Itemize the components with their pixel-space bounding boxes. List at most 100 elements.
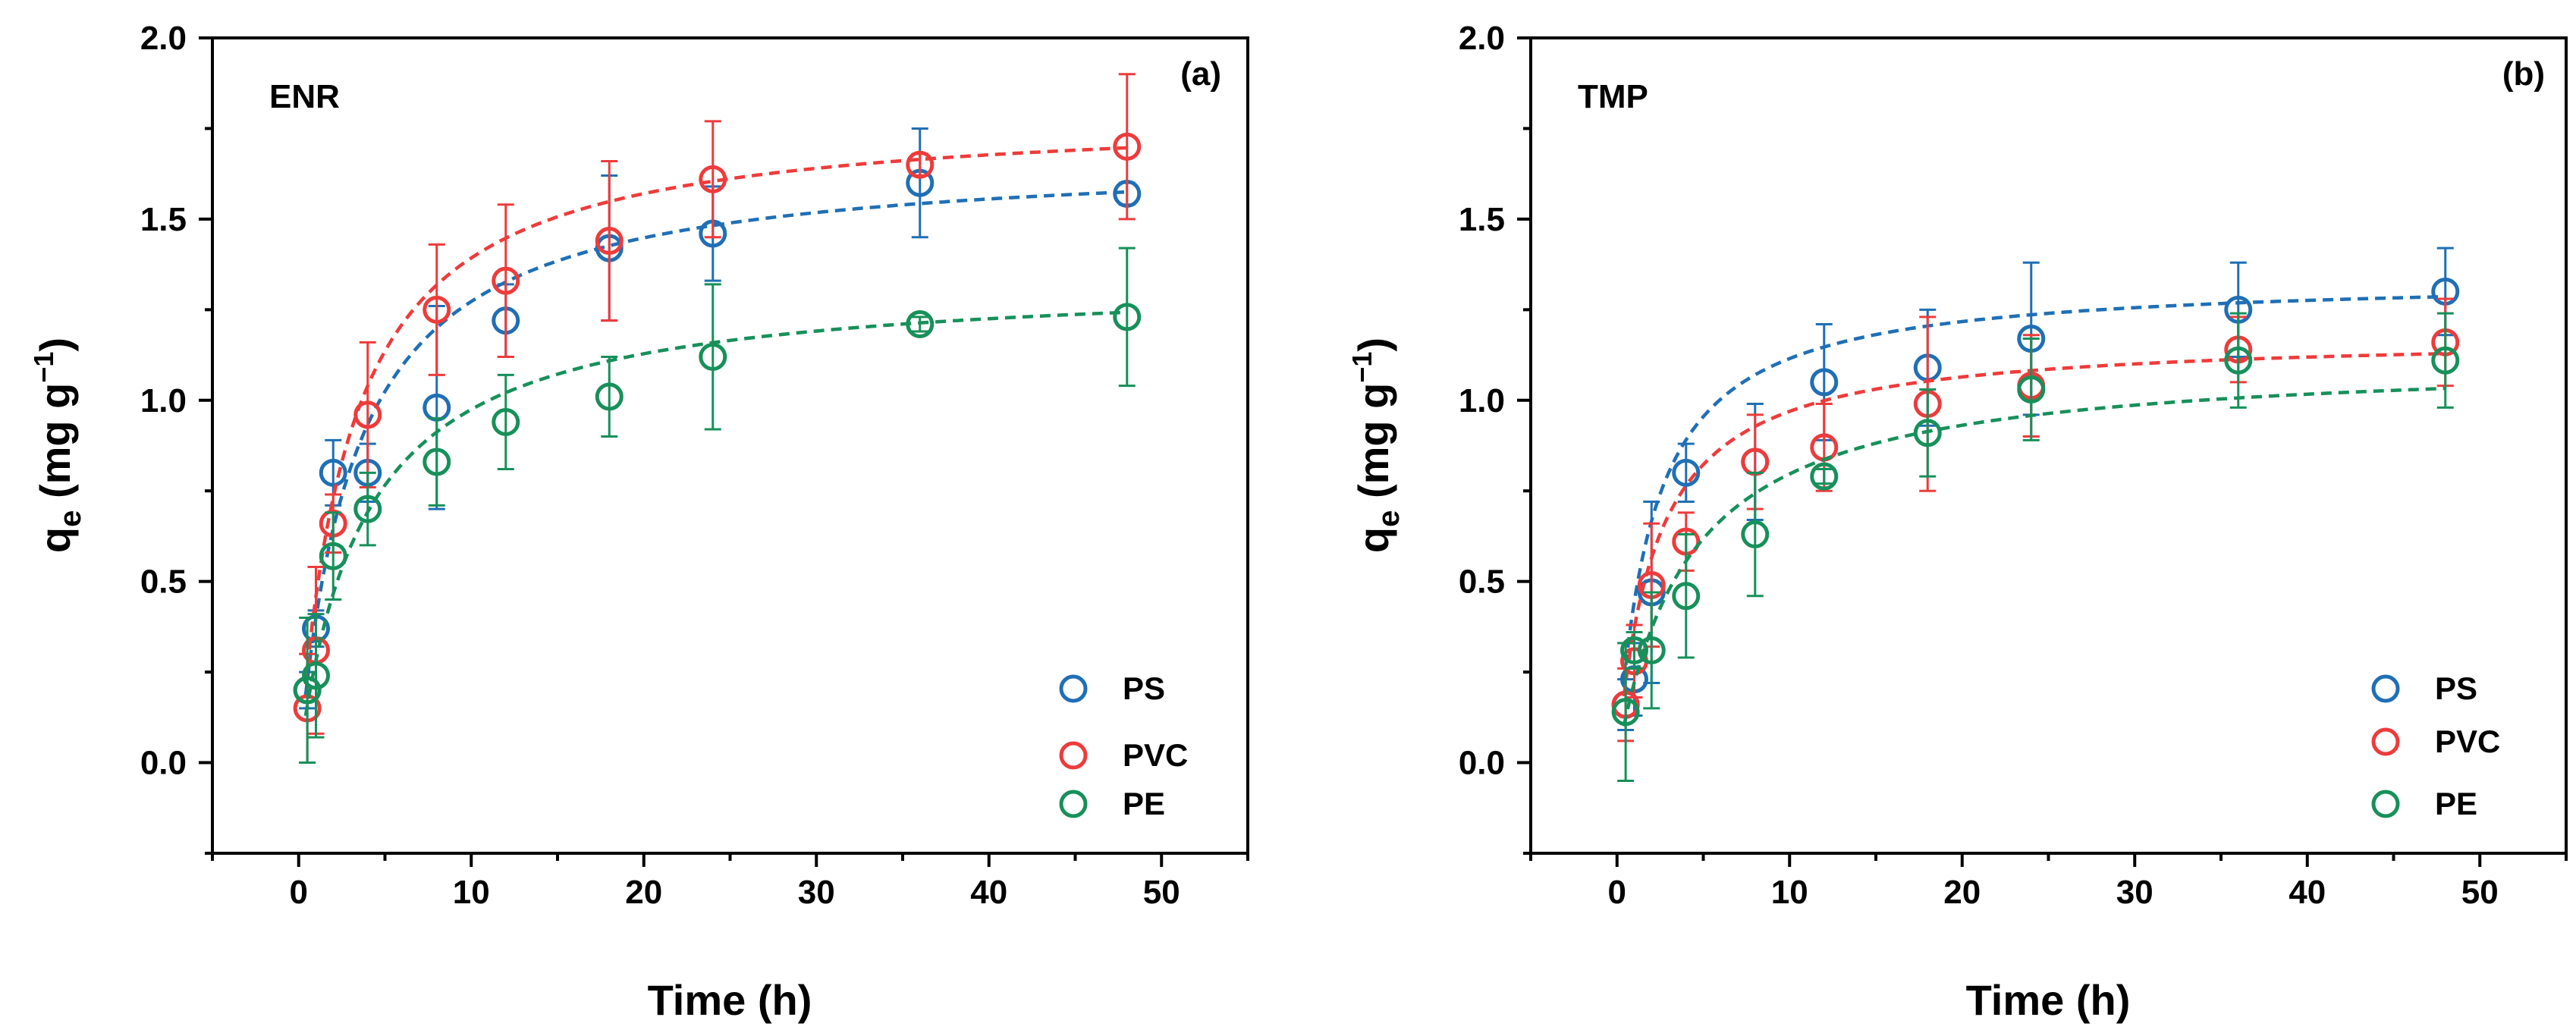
y-axis-title-subscript: e [54, 510, 87, 527]
y-axis-title-close: ) [31, 338, 79, 352]
data-point-pe [2017, 375, 2046, 403]
data-point-pe [699, 342, 727, 371]
y-axis-title-unit: (mg g [1349, 383, 1397, 510]
tick-layer: 0 10 20 30 40 50 0.0 0.5 1.0 1.5 2.0 [1459, 20, 2568, 911]
y-tick-label: 0.5 [140, 564, 187, 601]
y-axis-title: qe (mg g−1) [28, 338, 87, 553]
legend-label-ps: PS [2435, 670, 2477, 706]
error-bar-pe [2022, 338, 2040, 441]
error-bar-pvc [428, 243, 445, 376]
y-axis-title-close: ) [1349, 338, 1397, 352]
panel-label: (a) [1180, 55, 1221, 93]
data-point-pvc [906, 150, 935, 179]
data-point-pvc [492, 266, 520, 295]
fit-curve-pvc [1622, 351, 2446, 697]
x-axis-title: Time (h) [1966, 976, 2131, 1024]
y-tick-label: 0.5 [1459, 564, 1505, 601]
data-point-pe [1620, 636, 1648, 664]
data-point-ps [319, 458, 347, 487]
legend-marker-ps [2371, 674, 2400, 703]
data-point-pvc [1113, 132, 1142, 161]
data-point-pvc [595, 227, 624, 256]
data-point-pe [1913, 419, 1942, 447]
y-tick-label: 0.0 [1459, 745, 1505, 782]
legend: PS PVC PE [1059, 670, 1188, 821]
legend-marker-ps [1059, 674, 1088, 703]
fit-curve-pe [1622, 386, 2446, 727]
y-tick-label: 1.0 [1459, 382, 1505, 419]
fit-curve-pvc [303, 146, 1127, 685]
y-axis-title-subscript: e [1372, 510, 1406, 527]
error-bar-pe [1746, 471, 1764, 598]
legend-item-pe: PE [1059, 786, 1165, 821]
legend-label-pe: PE [2435, 786, 2477, 821]
data-point-pvc [423, 295, 451, 324]
x-tick-label: 10 [1771, 874, 1808, 911]
x-axis-title: Time (h) [648, 976, 812, 1024]
y-tick-label: 1.5 [1459, 201, 1505, 238]
data-point-pe [1810, 462, 1839, 491]
error-bar-pe [307, 613, 325, 739]
legend-label-ps: PS [1123, 670, 1165, 706]
y-tick-label: 1.5 [140, 201, 187, 238]
legend-marker-pvc [2371, 727, 2400, 756]
panel-label: (b) [2502, 55, 2545, 93]
legend: PS PVC PE [2371, 670, 2500, 821]
error-bar-pe [704, 283, 721, 431]
data-point-pe [1741, 520, 1770, 549]
tick-layer: 0 10 20 30 40 50 0.0 0.5 1.0 1.5 2.0 [140, 20, 1249, 911]
fit-curve-ps [303, 190, 1127, 695]
x-tick-label: 50 [2461, 874, 2499, 911]
data-point-ps [1672, 458, 1701, 487]
error-bar-ps [1677, 442, 1695, 504]
y-axis-title-unit: (mg g [31, 383, 79, 510]
legend-marker-pe [2371, 790, 2400, 818]
data-point-ps [1810, 368, 1839, 397]
x-tick-label: 40 [2289, 874, 2326, 911]
legend-item-pvc: PVC [1059, 737, 1188, 773]
error-bar-pe [601, 355, 618, 438]
error-bar-pe [911, 316, 928, 333]
legend-item-ps: PS [2371, 670, 2477, 706]
y-axis-title-superscript: −1 [1346, 352, 1378, 383]
x-tick-label: 10 [453, 874, 490, 911]
data-point-pvc [699, 165, 727, 193]
legend-label-pvc: PVC [2435, 724, 2500, 759]
error-bar-ps [911, 127, 928, 239]
data-point-pe [906, 309, 935, 338]
x-tick-label: 50 [1143, 874, 1180, 911]
legend-item-pe: PE [2371, 786, 2477, 821]
y-axis-title-main: q [1349, 527, 1397, 553]
data-point-pvc [353, 400, 382, 429]
plot-layer [1611, 246, 2460, 782]
y-tick-label: 2.0 [1459, 20, 1505, 57]
error-bar-pe [1919, 388, 1937, 478]
legend-label-pe: PE [1123, 786, 1165, 821]
panel-title: TMP [1578, 78, 1648, 115]
data-point-pe [353, 495, 382, 523]
y-tick-label: 2.0 [140, 20, 187, 57]
error-bar-pe [299, 616, 316, 765]
error-bar-pvc [601, 159, 618, 322]
data-point-pe [492, 407, 520, 436]
data-point-pe [302, 661, 330, 690]
fit-curve-ps [1622, 294, 2446, 683]
error-bar-pe [1677, 533, 1695, 659]
y-tick-label: 1.0 [140, 382, 187, 419]
x-tick-label: 20 [1943, 874, 1981, 911]
chart-panel-b: 0 10 20 30 40 50 0.0 0.5 1.0 1.5 2.0 TMP (b) Time … [1346, 20, 2568, 1024]
error-bar-pe [428, 417, 445, 507]
legend-item-ps: PS [1059, 670, 1165, 706]
legend-marker-pvc [1059, 741, 1088, 770]
fit-curve-pe [303, 310, 1127, 717]
panel-title: ENR [269, 78, 340, 115]
error-bar-pvc [497, 203, 514, 358]
error-bar-pe [1815, 468, 1833, 485]
y-axis-title-superscript: −1 [28, 352, 59, 383]
x-tick-label: 0 [290, 874, 308, 911]
x-tick-label: 40 [970, 874, 1007, 911]
chart-panel-a: 0 10 20 30 40 50 0.0 0.5 1.0 1.5 2.0 ENR (a) Time … [28, 20, 1249, 1024]
data-point-pe [1637, 636, 1666, 664]
error-bar-pvc [704, 120, 721, 239]
x-tick-label: 30 [798, 874, 835, 911]
